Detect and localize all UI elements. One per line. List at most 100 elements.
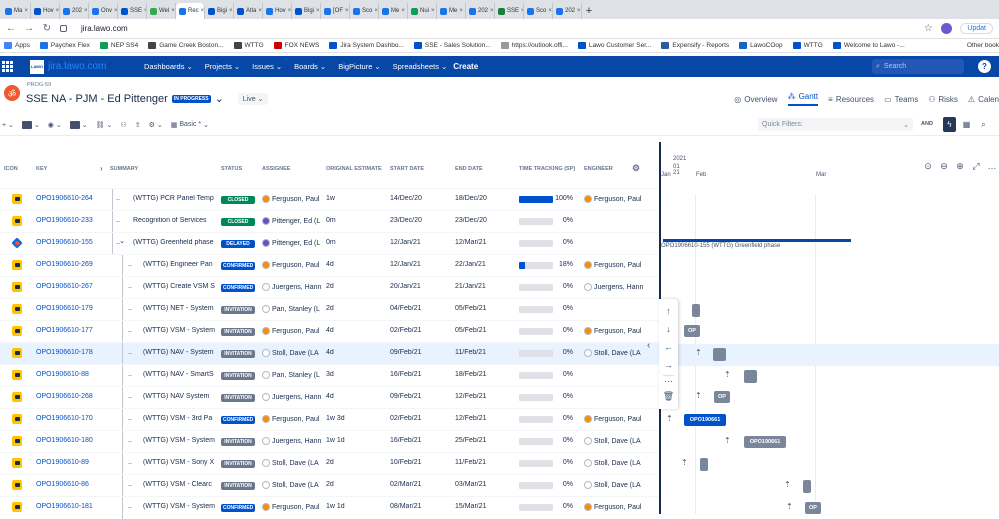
issue-key[interactable]: OPO1906610-88 — [36, 371, 89, 378]
end-date[interactable]: 22/Jan/21 — [455, 261, 486, 268]
menu-issues[interactable]: Issues ⌄ — [252, 62, 282, 71]
task-bar[interactable]: OPO190661 — [684, 414, 726, 426]
engineer-cell[interactable]: Stoll, Dave (LA — [584, 349, 644, 357]
move-down-icon[interactable]: ↓ — [666, 323, 671, 334]
end-date[interactable]: 03/Mar/21 — [455, 481, 487, 488]
end-date[interactable]: 11/Feb/21 — [455, 459, 487, 466]
task-bar[interactable] — [713, 348, 726, 361]
profile-avatar[interactable] — [941, 23, 953, 34]
gear-icon[interactable]: ⚙ — [632, 163, 641, 173]
move-arrow-icon[interactable]: ⇡ — [724, 370, 731, 379]
bookmark-item[interactable]: SSE - Sales Solution... — [413, 42, 491, 49]
issue-key[interactable]: OPO1906610-177 — [36, 327, 93, 334]
zoom-in-icon[interactable]: ⊕ — [956, 160, 964, 171]
original-estimate[interactable]: 3d — [326, 371, 334, 378]
start-date[interactable]: 16/Feb/21 — [390, 437, 422, 444]
column-header[interactable]: ORIGINAL ESTIMATE — [326, 166, 382, 172]
table-row[interactable]: OPO1906610-269 (WTTG) Engineer Pan CONFIRM… — [0, 254, 659, 277]
update-button[interactable]: Updat — [960, 23, 993, 34]
people-button[interactable]: ⚇ — [120, 121, 126, 129]
task-bar[interactable]: OPO190661 — [744, 436, 786, 448]
chevron-down-icon[interactable]: ⌄ — [214, 93, 224, 105]
table-row[interactable]: OPO1906610-268 (WTTG) NAV System INVITATIO… — [0, 386, 659, 409]
start-date[interactable]: 14/Dec/20 — [390, 195, 422, 202]
menu-boards[interactable]: Boards ⌄ — [294, 62, 326, 71]
start-date[interactable]: 12/Jan/21 — [390, 261, 421, 268]
issue-key[interactable]: OPO1906610-267 — [36, 283, 93, 290]
browser-tab[interactable]: Sco × — [350, 3, 379, 19]
folder-button[interactable]: ⌄ — [21, 120, 40, 129]
and-toggle[interactable]: AND — [921, 121, 933, 127]
column-header[interactable]: STATUS — [221, 166, 243, 172]
issue-summary[interactable]: (WTTG) VSM - System — [143, 327, 215, 334]
forward-icon[interactable]: → — [24, 23, 34, 34]
browser-tab[interactable]: SSE× — [118, 3, 147, 19]
tab-overview[interactable]: ◎ Overview — [734, 95, 777, 104]
bookmark-item[interactable]: WTTG — [792, 42, 823, 49]
browser-tab[interactable]: 202 × — [553, 3, 582, 19]
issue-summary[interactable]: (WTTG) VSM - 3rd Pa — [143, 415, 213, 422]
close-icon[interactable]: × — [229, 8, 233, 14]
browser-tab[interactable]: [OF × — [321, 3, 350, 19]
move-arrow-icon[interactable]: ⇡ — [695, 391, 702, 400]
end-date[interactable]: 18/Dec/20 — [455, 195, 487, 202]
task-bar[interactable] — [744, 370, 757, 383]
engineer-cell[interactable]: Stoll, Dave (LA — [584, 437, 644, 445]
start-date[interactable]: 08/Mar/21 — [390, 503, 422, 510]
table-row[interactable]: OPO1906610-155 ⌄ (WTTG) Greenfield phase DE… — [0, 232, 659, 255]
engineer-cell[interactable]: Ferguson, Paul — [584, 261, 644, 269]
table-row[interactable]: OPO1906610-180 (WTTG) VSM - System INVITAT… — [0, 430, 659, 453]
export-button[interactable]: ⇪ — [135, 121, 141, 129]
browser-tab[interactable]: Hov × — [31, 3, 60, 19]
engineer-cell[interactable]: Ferguson, Paul — [584, 195, 644, 203]
issue-key[interactable]: OPO1906610-179 — [36, 305, 93, 312]
close-icon[interactable]: × — [374, 8, 378, 14]
end-date[interactable]: 05/Feb/21 — [455, 305, 487, 312]
column-header[interactable]: START DATE — [390, 166, 425, 172]
tab-resources[interactable]: ≡ Resources — [828, 95, 874, 104]
outdent-icon[interactable]: ← — [664, 341, 673, 352]
issue-summary[interactable]: (WTTG) Engineer Pan — [143, 261, 213, 268]
close-icon[interactable]: × — [84, 8, 88, 14]
table-row[interactable]: OPO1906610-88 (WTTG) NAV - SmartS INVITATI… — [0, 364, 659, 387]
start-date[interactable]: 23/Dec/20 — [390, 217, 422, 224]
issue-key[interactable]: OPO1906610-180 — [36, 437, 93, 444]
end-date[interactable]: 12/Feb/21 — [455, 415, 487, 422]
close-icon[interactable]: × — [459, 8, 463, 14]
engineer-cell[interactable]: Stoll, Dave (LA — [584, 481, 644, 489]
table-row[interactable]: OPO1906610-170 (WTTG) VSM - 3rd Pa CONFIRM… — [0, 408, 659, 431]
original-estimate[interactable]: 0m — [326, 239, 336, 246]
original-estimate[interactable]: 1w 1d — [326, 503, 345, 510]
start-date[interactable]: 04/Feb/21 — [390, 305, 422, 312]
issue-summary[interactable]: (WTTG) VSM - Clearc — [143, 481, 212, 488]
issue-summary[interactable]: Recognition of Services — [133, 217, 207, 224]
original-estimate[interactable]: 4d — [326, 393, 334, 400]
assignee-cell[interactable]: Juergens, Hann — [262, 437, 322, 445]
expand-icon[interactable]: ⤢ — [972, 160, 980, 171]
original-estimate[interactable]: 0m — [326, 217, 336, 224]
issue-summary[interactable]: (WTTG) NAV - System — [143, 349, 214, 356]
close-icon[interactable]: × — [287, 8, 292, 14]
browser-tab[interactable]: Me × — [437, 3, 466, 19]
chevron-right-icon[interactable]: › — [100, 164, 103, 173]
bookmark-item[interactable]: Lawo Customer Ser... — [577, 42, 651, 49]
tab-gantt[interactable]: ⁂ Gantt — [787, 92, 819, 106]
close-icon[interactable]: × — [114, 8, 118, 14]
browser-tab[interactable]: 202 × — [60, 3, 89, 19]
column-header[interactable]: TIME TRACKING (SP) — [519, 166, 576, 172]
issue-summary[interactable]: (WTTG) NET - System — [143, 305, 214, 312]
issue-key[interactable]: OPO1906610-268 — [36, 393, 93, 400]
close-icon[interactable]: × — [401, 8, 405, 14]
issue-summary[interactable]: (WTTG) VSM - System — [143, 437, 215, 444]
move-arrow-icon[interactable]: ⇡ — [724, 436, 731, 445]
issue-key[interactable]: OPO1906610-269 — [36, 261, 93, 268]
close-icon[interactable]: × — [55, 8, 60, 14]
engineer-cell[interactable]: Stoll, Dave (LA — [584, 459, 644, 467]
bookmark-item[interactable]: LawoCOop — [739, 42, 783, 49]
assignee-cell[interactable]: Pittenger, Ed (L — [262, 239, 322, 247]
menu-spreadsheets[interactable]: Spreadsheets ⌄ — [393, 62, 448, 71]
start-date[interactable]: 10/Feb/21 — [390, 459, 422, 466]
start-date[interactable]: 02/Mar/21 — [390, 481, 422, 488]
menu-projects[interactable]: Projects ⌄ — [205, 62, 240, 71]
browser-tab[interactable]: Sco × — [524, 3, 553, 19]
